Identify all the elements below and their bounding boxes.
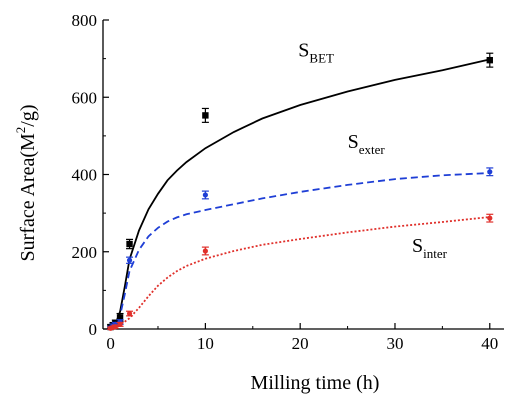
data-point-exter: [201, 190, 209, 200]
data-point-exter: [126, 256, 134, 264]
square-marker: [126, 240, 133, 248]
circle-marker: [487, 215, 493, 221]
y-axis-title: Surface Area(M2/g): [13, 105, 39, 262]
x-tick-label: 0: [106, 334, 115, 353]
series-label-main: S: [298, 40, 309, 62]
circle-marker: [202, 192, 208, 198]
series-label-sub: exter: [359, 142, 386, 157]
y-axis-title-main: Surface Area(M: [17, 133, 39, 261]
circle-marker: [117, 321, 123, 327]
series-label-exter: Sexter: [348, 131, 386, 157]
y-tick-label: 0: [89, 320, 98, 339]
fit-curves: [109, 58, 490, 330]
series-label-main: S: [412, 235, 423, 257]
data-point-bet: [486, 52, 494, 68]
y-tick-label: 400: [72, 166, 98, 185]
data-point-inter: [116, 321, 124, 327]
x-tick-label: 30: [386, 334, 403, 353]
y-axis-title-sup: 2: [13, 127, 28, 134]
x-tick-label: 40: [481, 334, 498, 353]
series-label-inter: Sinter: [412, 235, 448, 261]
square-marker: [116, 314, 124, 321]
data-points: [107, 52, 494, 331]
y-tick-label: 600: [72, 88, 98, 107]
fit-line-exter: [110, 172, 490, 330]
series-label-sub: inter: [423, 246, 447, 261]
circle-marker: [487, 169, 493, 175]
axes: 0 200 400 600 800 0 10 20 30 40: [72, 11, 504, 353]
x-tick-label: 20: [292, 334, 309, 353]
series-label-bet: SBET: [298, 40, 334, 66]
y-axis-title-tail: /g): [17, 105, 39, 127]
circle-marker: [112, 324, 118, 330]
data-point-bet: [201, 107, 209, 123]
circle-marker: [126, 310, 133, 317]
data-point-inter: [486, 213, 494, 223]
fit-line-inter: [110, 216, 490, 330]
circle-marker: [202, 248, 208, 254]
data-point-bet: [126, 238, 134, 250]
x-tick-label: 10: [197, 334, 214, 353]
data-point-inter: [126, 310, 134, 317]
y-tick-label: 200: [72, 243, 98, 262]
x-axis-title: Milling time (h): [251, 372, 380, 394]
square-marker: [486, 56, 493, 64]
series-label-sub: BET: [309, 51, 334, 66]
y-tick-label: 800: [72, 11, 98, 30]
circle-marker: [126, 257, 133, 263]
square-marker: [202, 112, 209, 119]
data-point-exter: [486, 167, 494, 177]
fit-line-bet: [109, 58, 490, 330]
series-label-main: S: [348, 131, 359, 153]
data-point-inter: [201, 246, 209, 256]
